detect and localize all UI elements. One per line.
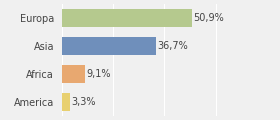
Text: 50,9%: 50,9% — [193, 13, 224, 23]
Bar — [62, 65, 85, 83]
Bar — [62, 93, 70, 111]
Text: 9,1%: 9,1% — [86, 69, 111, 79]
Text: 36,7%: 36,7% — [157, 41, 188, 51]
Text: 3,3%: 3,3% — [71, 97, 96, 107]
Bar — [62, 37, 156, 55]
Bar — [62, 9, 192, 27]
